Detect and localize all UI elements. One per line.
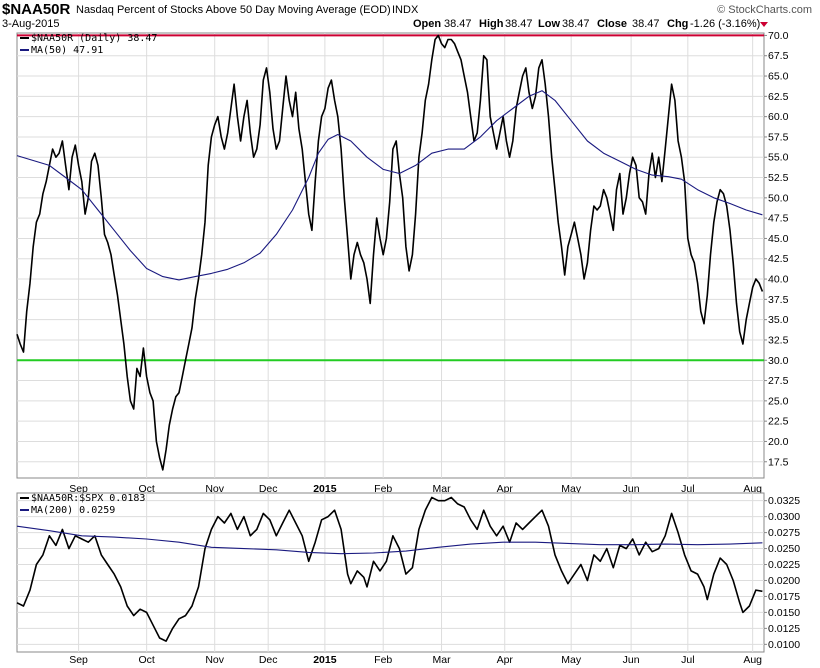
ratio-x-tick-label: Oct — [138, 654, 154, 666]
ratio-x-tick-label: Apr — [497, 654, 514, 666]
price-y-tick-label: 17.5 — [768, 456, 789, 468]
price-x-tick-label: Aug — [743, 483, 762, 495]
exchange-label: INDX — [392, 4, 419, 16]
price-x-tick-label: 2015 — [313, 483, 337, 495]
ratio-x-tick-label: Jul — [681, 654, 694, 666]
ratio-x-tick-label: Aug — [743, 654, 762, 666]
chart-symbol: $NAA50R — [2, 1, 71, 18]
price-y-tick-label: 40.0 — [768, 274, 789, 286]
open-value: 38.47 — [444, 18, 472, 30]
price-x-tick-label: Jul — [681, 483, 694, 495]
open-label: Open — [413, 18, 441, 30]
price-y-tick-label: 35.0 — [768, 314, 789, 326]
high-label: High — [479, 18, 504, 30]
price-x-tick-label: Mar — [432, 483, 451, 495]
price-y-tick-label: 42.5 — [768, 253, 789, 265]
ratio-x-tick-label: Mar — [432, 654, 451, 666]
price-y-tick-label: 55.0 — [768, 152, 789, 164]
ratio-y-tick-label: 0.0200 — [768, 575, 800, 587]
ratio-y-tick-label: 0.0325 — [768, 495, 800, 507]
close-label: Close — [597, 18, 627, 30]
quote-bar: Open 38.47 High 38.47 Low 38.47 Close 38… — [413, 18, 768, 30]
chg-label: Chg — [667, 18, 688, 30]
chart-date: 3-Aug-2015 — [2, 18, 60, 30]
price-x-tick-label: Feb — [374, 483, 392, 495]
ratio-series-line-0 — [16, 496, 763, 642]
price-legend-entry: MA(50) 47.91 — [31, 45, 103, 56]
price-y-tick-label: 32.5 — [768, 334, 789, 346]
price-y-tick-label: 30.0 — [768, 355, 789, 367]
price-y-tick-label: 50.0 — [768, 192, 789, 204]
ratio-x-tick-label: 2015 — [313, 654, 337, 666]
price-x-tick-label: Apr — [497, 483, 514, 495]
price-y-tick-label: 67.5 — [768, 50, 789, 62]
price-panel: Sep Oct Nov Dec 2015 Feb Mar Apr May Jun Jul Aug 70.… — [16, 30, 789, 495]
price-y-tick-label: 27.5 — [768, 375, 789, 387]
price-series-line-0 — [16, 34, 764, 471]
price-series-line-1 — [16, 90, 763, 281]
ratio-series-line-1 — [16, 525, 763, 555]
ratio-legend-entry: $NAA50R:$SPX 0.0183 — [31, 493, 145, 504]
ratio-y-tick-label: 0.0300 — [768, 511, 800, 523]
price-y-tick-label: 25.0 — [768, 395, 789, 407]
price-x-tick-label: Nov — [205, 483, 224, 495]
ratio-x-tick-label: May — [561, 654, 582, 666]
price-y-tick-label: 20.0 — [768, 436, 789, 448]
price-y-tick-label: 65.0 — [768, 71, 789, 83]
price-legend-entry: $NAA50R (Daily) 38.47 — [31, 33, 157, 44]
ratio-x-tick-label: Sep — [69, 654, 88, 666]
ratio-y-tick-label: 0.0100 — [768, 639, 800, 651]
ratio-x-tick-label: Nov — [205, 654, 224, 666]
ratio-x-tick-label: Feb — [374, 654, 392, 666]
price-y-tick-label: 52.5 — [768, 172, 789, 184]
down-arrow-icon — [760, 22, 768, 27]
price-y-tick-label: 22.5 — [768, 416, 789, 428]
low-label: Low — [538, 18, 560, 30]
ratio-plot-frame — [16, 492, 765, 653]
price-y-tick-label: 70.0 — [768, 30, 789, 42]
price-x-tick-label: Jun — [623, 483, 640, 495]
ratio-x-tick-label: Dec — [259, 654, 278, 666]
price-x-tick-label: Oct — [138, 483, 154, 495]
chart-description: Nasdaq Percent of Stocks Above 50 Day Mo… — [76, 4, 391, 16]
close-value: 38.47 — [632, 18, 660, 30]
price-y-tick-label: 60.0 — [768, 111, 789, 123]
ratio-y-tick-label: 0.0150 — [768, 607, 800, 619]
ratio-y-tick-label: 0.0250 — [768, 543, 800, 555]
watermark: © StockCharts.com — [717, 4, 812, 16]
price-y-tick-label: 57.5 — [768, 131, 789, 143]
ratio-x-tick-label: Jun — [623, 654, 640, 666]
ratio-panel: Sep Oct Nov Dec 2015 Feb Mar Apr May Jun Jul Aug 0.0… — [16, 492, 800, 666]
ratio-y-tick-label: 0.0175 — [768, 591, 800, 603]
price-y-tick-label: 62.5 — [768, 91, 789, 103]
ratio-y-tick-label: 0.0125 — [768, 623, 800, 635]
chg-value: -1.26 (-3.16%) — [690, 18, 760, 30]
price-x-tick-label: Dec — [259, 483, 278, 495]
price-y-tick-label: 45.0 — [768, 233, 789, 245]
ratio-y-tick-label: 0.0275 — [768, 527, 800, 539]
high-value: 38.47 — [505, 18, 533, 30]
ratio-y-tick-label: 0.0225 — [768, 559, 800, 571]
low-value: 38.47 — [562, 18, 590, 30]
price-x-tick-label: Sep — [69, 483, 88, 495]
price-x-tick-label: May — [561, 483, 582, 495]
price-y-tick-label: 47.5 — [768, 213, 789, 225]
ratio-legend-entry: MA(200) 0.0259 — [31, 505, 115, 516]
price-y-tick-label: 37.5 — [768, 294, 789, 306]
price-plot-frame — [16, 32, 765, 479]
